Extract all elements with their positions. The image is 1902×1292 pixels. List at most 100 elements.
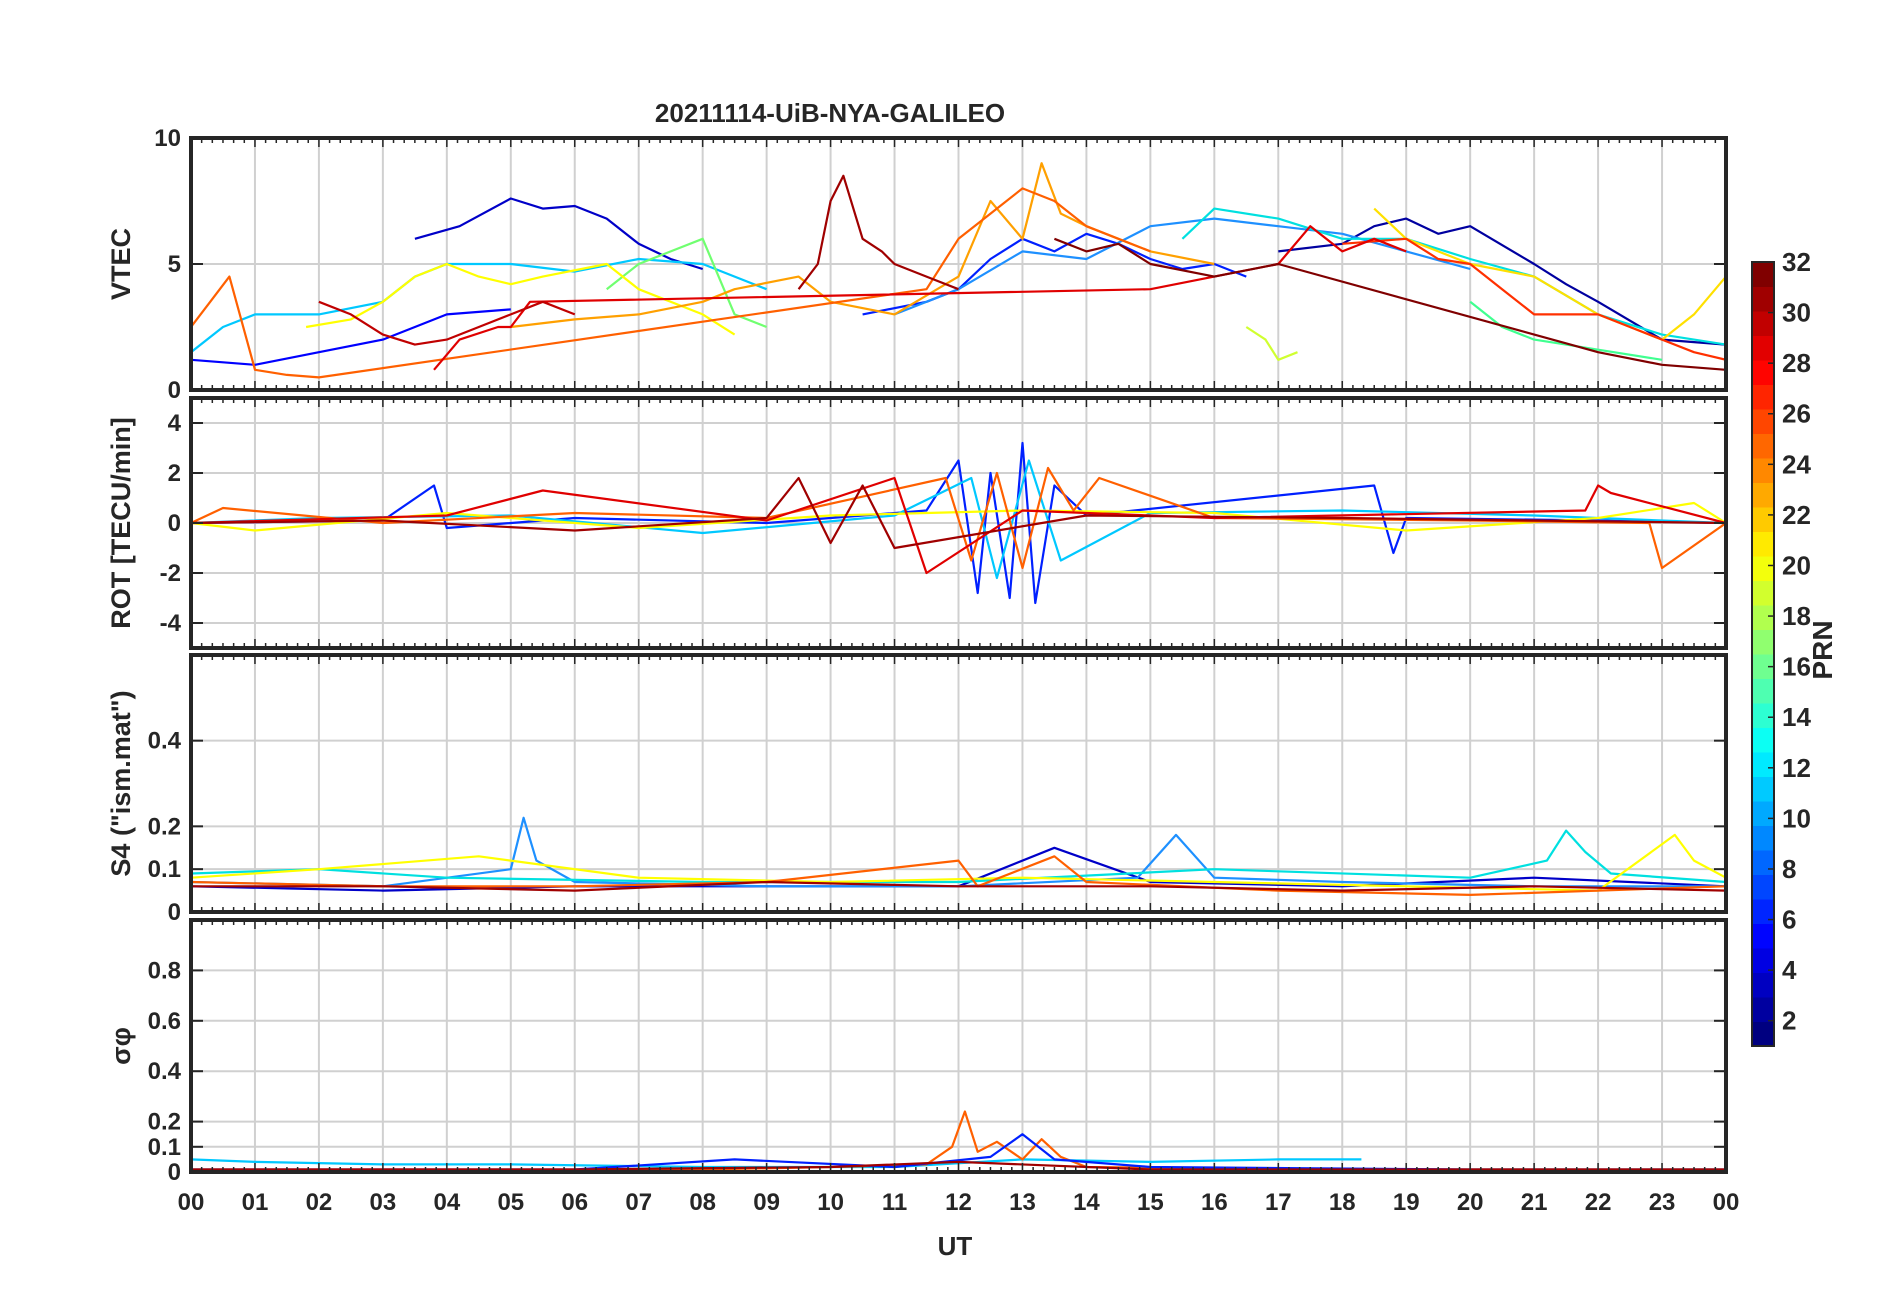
x-tick-label: 18 [1329,1189,1356,1216]
colorbar-segment [1752,727,1774,753]
series-line-prn-28 [433,225,1407,371]
y-tick-label: 5 [168,251,181,278]
y-tick-label: -4 [160,610,182,637]
panel-rot: -4 -2 0 2 4 ROT [TECU/min] [106,396,1728,650]
series-line-prn-15 [1469,300,1663,361]
colorbar-segment [1752,311,1774,336]
x-tick-label: 14 [1073,1189,1100,1216]
series-line-prn-3 [414,197,704,271]
axes-box [189,653,1728,914]
colorbar-segment [1752,850,1774,875]
x-tick-label: 10 [817,1189,844,1216]
colorbar-tick-label: 20 [1782,550,1811,580]
y-tick-label: 0.6 [148,1008,181,1035]
x-tick-label: 22 [1585,1189,1612,1216]
series-line-prn-21 [1373,207,1726,341]
y-tick-label: 2 [168,460,181,487]
colorbar-segment [1752,482,1774,508]
colorbar-tick-label: 12 [1782,753,1811,783]
colorbar-segment [1752,923,1774,949]
x-axis-label: UT [938,1231,973,1261]
series-line-prn-20 [305,262,736,336]
colorbar-segment [1752,531,1774,557]
figure-title: 20211114-UiB-NYA-GALILEO [655,98,1005,128]
colorbar-segment [1752,605,1774,630]
colorbar-segment [1752,874,1774,900]
y-tick-label: 0.4 [148,1058,182,1085]
colorbar-segment [1752,629,1774,655]
colorbar-segment [1752,678,1774,704]
colorbar-tick-label: 10 [1782,803,1811,833]
x-tick-label: 05 [497,1189,524,1216]
colorbar-segment [1752,899,1774,924]
series-line-prn-13 [191,829,1726,884]
colorbar-segment [1752,948,1774,973]
colorbar-tick-label: 6 [1782,905,1796,935]
colorbar-segment [1752,433,1774,459]
x-tick-label: 07 [625,1189,652,1216]
colorbar-tick-label: 30 [1782,298,1811,328]
y-tick-label: 0 [168,899,181,926]
series-line-prn-31 [797,174,959,291]
panel-vtec: 0 5 10 VTEC [106,125,1728,404]
x-tick-label: 06 [561,1189,588,1216]
x-tick-label: 19 [1393,1189,1420,1216]
colorbar-tick-label: 4 [1782,955,1797,985]
x-tick-label: 08 [689,1189,716,1216]
series-line-prn-26 [1342,237,1726,361]
x-tick-label: 04 [433,1189,460,1216]
series-line-prn-13 [1181,207,1726,346]
series-line-prn-28 [191,476,1726,575]
colorbar-segment [1752,776,1774,802]
colorbar-segment [1752,360,1774,385]
x-tick-label: 01 [242,1189,269,1216]
colorbar-tick-label: 28 [1782,348,1811,378]
colorbar-segment [1752,825,1774,851]
y-axis-label: ROT [TECU/min] [106,417,136,628]
y-tick-label: 0.1 [148,856,181,883]
colorbar-tick-label: 16 [1782,652,1811,682]
colorbar-segment [1752,972,1774,998]
series-group [191,816,1726,897]
colorbar-label: PRN [1807,620,1838,679]
colorbar-segment [1752,262,1774,287]
series-line-prn-19 [1245,326,1298,361]
y-tick-label: 0.2 [148,813,181,840]
panel-sigma_phi: 00.10.2 0.4 0.6 0.8 σφ 00 01 02 03 04 05 06 07 08 09 10… [106,918,1739,1216]
colorbar-tick-label: 18 [1782,601,1811,631]
y-tick-label: 4 [168,410,182,437]
series-line-prn-31 [191,476,1726,550]
panel-s4: 0 0.1 0.2 0.4 S4 ("ism.mat") [106,653,1728,926]
x-tick-label: 03 [370,1189,397,1216]
colorbar-segment [1752,997,1774,1022]
series-line-prn-32 [1053,237,1726,371]
x-tick-label: 12 [945,1189,972,1216]
x-tick-label: 16 [1201,1189,1228,1216]
y-tick-label: 0.2 [148,1109,181,1136]
x-tick-label: 02 [306,1189,333,1216]
colorbar-segment [1752,1021,1774,1047]
series-group [191,162,1726,379]
x-tick-label: 17 [1265,1189,1292,1216]
colorbar-tick-label: 22 [1782,500,1811,530]
colorbar-tick-label: 32 [1782,247,1811,277]
colorbar-segment [1752,752,1774,777]
x-tick-label: 13 [1009,1189,1036,1216]
colorbar-frame [1751,261,1775,1047]
y-axis-label: S4 ("ism.mat") [106,690,136,876]
x-tick-label: 20 [1457,1189,1484,1216]
colorbar-segment [1752,654,1774,679]
x-tick-label: 15 [1137,1189,1164,1216]
series-group [191,441,1726,605]
y-tick-label: 0.4 [148,728,182,755]
colorbar-segment [1752,409,1774,434]
y-tick-label: 0.8 [148,957,181,984]
colorbar-segment [1752,556,1774,581]
colorbar-segment [1752,507,1774,532]
y-tick-label: -2 [160,560,181,587]
y-tick-label: 10 [154,125,181,152]
y-tick-label: 0 [168,1159,181,1186]
